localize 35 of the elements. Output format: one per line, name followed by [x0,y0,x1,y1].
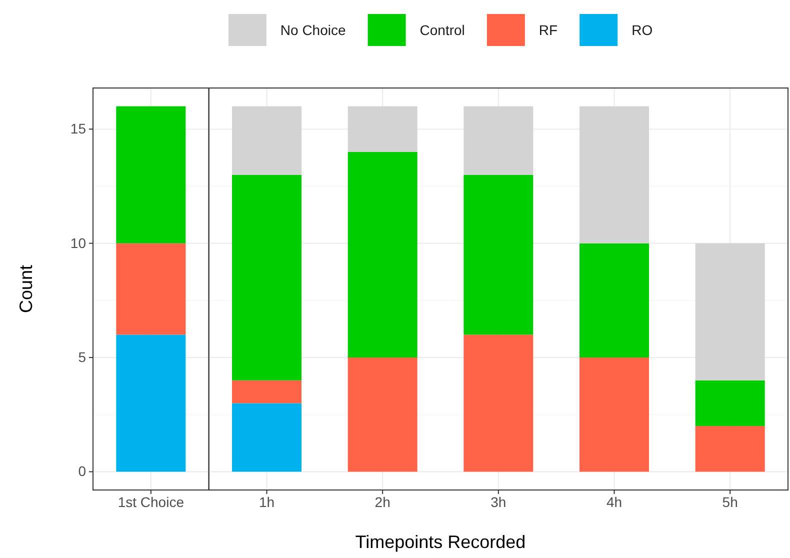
x-tick-label: 2h [374,494,390,510]
bar [580,106,649,244]
y-tick-label: 15 [70,120,86,137]
bar [116,106,186,244]
y-tick-label: 10 [70,234,86,251]
bar [232,106,302,175]
bar [232,403,302,472]
x-tick-label: 1h [258,494,275,510]
legend-label: RO [632,22,653,38]
bar [348,152,418,358]
bar [232,174,302,380]
y-tick-label: 5 [78,349,86,366]
bar [695,426,765,472]
bar [464,174,534,335]
legend-label: Control [420,22,465,38]
y-axis-title: Count [16,264,36,314]
y-tick-label: 0 [78,463,86,480]
bar [695,243,765,380]
x-tick-label: 1st Choice [118,494,184,510]
x-axis-title: Timepoints Recorded [355,532,526,552]
x-tick-label: 4h [606,494,622,510]
legend-label: RF [538,22,558,38]
x-tick-label: 3h [490,494,506,510]
legend-label: No Choice [280,22,346,38]
bar [464,334,534,472]
bar [232,380,302,404]
x-tick-label: 5h [722,494,738,510]
bar [348,358,418,472]
bar [116,243,186,335]
bar [695,380,765,426]
bar [464,106,534,175]
bar [116,334,186,472]
bar [348,106,418,152]
bar [580,358,649,472]
bar [580,243,649,358]
